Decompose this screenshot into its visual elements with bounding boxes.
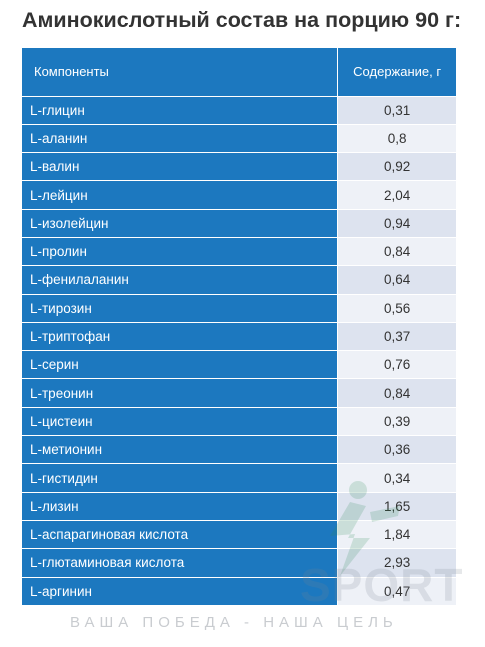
amino-acid-name: L-лизин [22,491,338,521]
table-row: L-фенилаланин 0,64 [22,265,456,295]
table-row: L-тирозин 0,56 [22,293,456,323]
amino-acid-value: 2,04 [337,180,456,210]
amino-acid-value: 2,93 [337,548,456,578]
table-row: L-глютаминовая кислота 2,93 [22,548,456,578]
page-title: Аминокислотный состав на порцию 90 г: [22,8,462,32]
table-row: L-цистеин 0,39 [22,406,456,436]
amino-acid-value: 1,65 [337,491,456,521]
amino-acid-name: L-тирозин [22,293,338,323]
table-row: L-гистидин 0,34 [22,463,456,493]
amino-acid-value: 0,37 [337,321,456,351]
table-row: L-изолейцин 0,94 [22,208,456,238]
amino-acid-name: L-аргинин [22,576,338,606]
table-row: L-глицин 0,31 [22,95,456,125]
amino-acid-value: 1,84 [337,519,456,549]
amino-acid-value: 0,84 [337,378,456,408]
amino-acid-name: L-валин [22,152,338,181]
amino-acid-value: 0,84 [337,236,456,266]
table-row: L-аспарагиновая кислота 1,84 [22,519,456,549]
amino-acid-value: 0,64 [337,265,456,295]
amino-acid-name: L-треонин [22,378,338,408]
amino-acid-value: 0,8 [337,123,456,153]
table-row: L-триптофан 0,37 [22,321,456,351]
amino-acid-table: Компоненты Содержание, г L-глицин 0,31 L-а… [22,48,456,606]
amino-acid-name: L-аланин [22,123,338,153]
header-content: Содержание, г [337,48,456,96]
header-component: Компоненты [22,48,338,96]
amino-acid-value: 0,76 [337,350,456,379]
watermark-brand: SPORT [300,559,464,611]
amino-acid-name: L-серин [22,350,338,379]
runner-logo-icon [330,481,400,576]
amino-acid-name: L-аспарагиновая кислота [22,519,338,549]
table-row: L-метионин 0,36 [22,435,456,464]
amino-acid-name: L-гистидин [22,463,338,493]
amino-acid-value: 0,94 [337,208,456,238]
amino-acid-value: 0,31 [337,95,456,125]
table-row: L-аргинин 0,47 [22,576,456,606]
table-row: L-треонин 0,84 [22,378,456,408]
table-header-row: Компоненты Содержание, г [22,48,456,96]
amino-acid-name: L-изолейцин [22,208,338,238]
table-row: L-лизин 1,65 [22,491,456,521]
table-row: L-валин 0,92 [22,152,456,181]
amino-acid-name: L-цистеин [22,406,338,436]
amino-acid-name: L-глютаминовая кислота [22,548,338,578]
amino-acid-name: L-глицин [22,95,338,125]
table-row: L-лейцин 2,04 [22,180,456,210]
amino-acid-value: 0,39 [337,406,456,436]
amino-acid-value: 0,34 [337,463,456,493]
amino-acid-value: 0,92 [337,152,456,181]
amino-acid-value: 0,36 [337,435,456,464]
amino-acid-name: L-фенилаланин [22,265,338,295]
amino-acid-name: L-лейцин [22,180,338,210]
amino-acid-value: 0,56 [337,293,456,323]
table-row: L-аланин 0,8 [22,123,456,153]
amino-acid-value: 0,47 [337,576,456,606]
amino-acid-name: L-пролин [22,236,338,266]
table-row: L-серин 0,76 [22,350,456,379]
table-row: L-пролин 0,84 [22,236,456,266]
amino-acid-name: L-метионин [22,435,338,464]
watermark-slogan: ВАША ПОБЕДА - НАША ЦЕЛЬ [70,614,398,631]
amino-acid-name: L-триптофан [22,321,338,351]
